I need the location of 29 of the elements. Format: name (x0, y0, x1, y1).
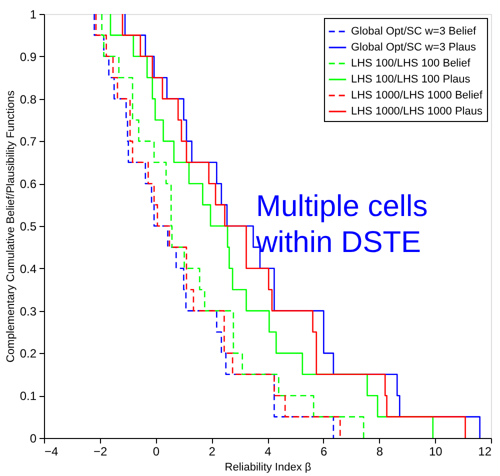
x-tick-label: 10 (428, 444, 443, 458)
legend-label: LHS 100/LHS 100 Plaus (351, 74, 471, 86)
y-tick-label: 0.5 (20, 220, 37, 234)
y-tick-label: 0.3 (20, 304, 37, 318)
x-tick-label: 2 (208, 444, 216, 458)
y-tick-label: 1 (30, 8, 37, 22)
x-axis-title: Reliability Index β (224, 462, 312, 474)
x-tick-label: 8 (376, 444, 384, 458)
y-tick-label: 0 (30, 432, 37, 446)
y-tick-label: 0.1 (20, 389, 37, 404)
legend-label: LHS 1000/LHS 1000 Plaus (351, 106, 483, 118)
legend-label: LHS 1000/LHS 1000 Belief (351, 90, 484, 102)
legend-label: Global Opt/SC w=3 Belief (351, 26, 477, 38)
x-tick-label: 12 (478, 444, 492, 458)
y-tick-label: 0.7 (20, 134, 37, 149)
y-tick-label: 0.8 (20, 92, 37, 106)
x-tick-label: −4 (44, 444, 59, 458)
x-tick-label: 4 (264, 444, 272, 458)
legend-label: Global Opt/SC w=3 Plaus (351, 42, 477, 54)
y-tick-label: 0.4 (20, 262, 37, 276)
y-axis-title: Complementary Cumulative Belief/Plausibility Functions (4, 90, 17, 363)
x-tick-label: −2 (94, 444, 108, 458)
y-tick-label: 0.6 (20, 177, 37, 192)
x-tick-label: 6 (320, 444, 328, 458)
annotation: Multiple cells within DSTE (255, 190, 428, 259)
y-tick-label: 0.2 (20, 346, 37, 361)
x-tick-label: 0 (152, 444, 160, 458)
y-tick-label: 0.9 (20, 50, 37, 64)
legend-label: LHS 100/LHS 100 Belief (351, 58, 472, 70)
